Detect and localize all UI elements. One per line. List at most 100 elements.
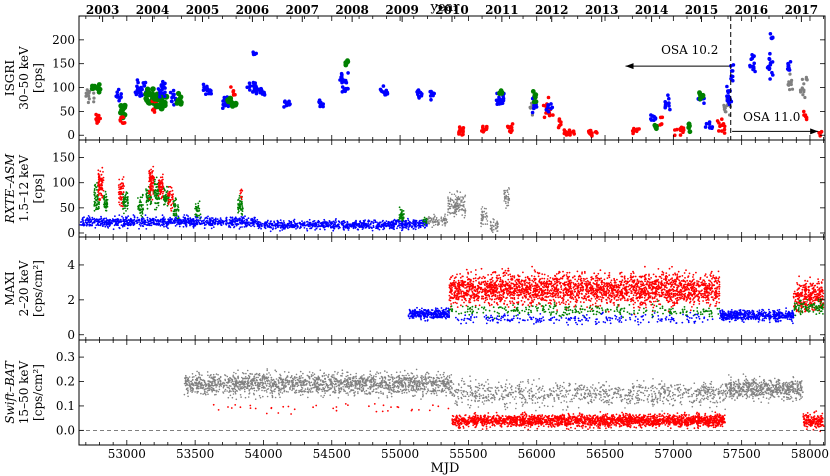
data-point xyxy=(402,217,405,220)
data-point xyxy=(404,223,407,226)
data-point xyxy=(241,210,244,213)
data-point xyxy=(104,203,106,206)
data-point xyxy=(543,277,546,280)
data-point xyxy=(342,224,345,227)
data-point xyxy=(153,183,156,186)
data-point xyxy=(464,212,466,214)
data-point xyxy=(201,88,206,92)
data-point xyxy=(147,192,150,195)
data-point xyxy=(102,176,105,179)
data-point xyxy=(422,222,425,225)
data-point xyxy=(405,227,408,229)
data-point xyxy=(419,225,422,228)
data-point xyxy=(149,186,151,188)
data-point xyxy=(718,298,720,300)
data-point xyxy=(254,84,258,88)
year-tick-label: 2015 xyxy=(685,3,718,17)
data-point xyxy=(161,180,163,183)
data-point xyxy=(321,222,323,225)
data-point xyxy=(427,313,430,315)
data-point xyxy=(94,196,97,199)
data-point xyxy=(453,193,456,196)
isgri-frame xyxy=(78,15,826,141)
data-point xyxy=(667,101,671,105)
data-point xyxy=(244,222,247,225)
data-point xyxy=(449,207,452,210)
data-point xyxy=(283,223,286,226)
data-point xyxy=(119,92,123,96)
data-point xyxy=(381,220,384,223)
data-point xyxy=(415,222,417,225)
data-point xyxy=(449,199,452,201)
data-point xyxy=(493,298,496,301)
data-point xyxy=(199,222,202,225)
data-point xyxy=(164,194,167,197)
data-point xyxy=(668,274,671,276)
data-point xyxy=(382,222,385,225)
data-point xyxy=(143,221,146,224)
data-point xyxy=(372,226,375,229)
data-point xyxy=(90,219,93,222)
data-point xyxy=(408,224,411,227)
data-point xyxy=(530,89,536,94)
data-point xyxy=(139,221,142,224)
data-point xyxy=(288,220,290,222)
data-point xyxy=(118,197,120,199)
data-point xyxy=(510,282,513,285)
data-point xyxy=(250,225,252,228)
data-point xyxy=(86,100,90,105)
data-point xyxy=(281,222,284,225)
data-point xyxy=(97,117,101,121)
data-point xyxy=(444,223,447,225)
data-point xyxy=(197,214,200,217)
data-point xyxy=(92,91,96,95)
data-point xyxy=(182,225,185,228)
data-point xyxy=(100,187,103,190)
data-point xyxy=(158,197,161,200)
data-point xyxy=(94,186,97,188)
data-point xyxy=(285,226,288,228)
data-point xyxy=(154,193,156,196)
data-point xyxy=(104,206,107,209)
data-point xyxy=(472,280,475,283)
data-point xyxy=(550,105,555,110)
data-point xyxy=(161,188,164,191)
data-point xyxy=(427,217,429,219)
data-point xyxy=(133,223,136,226)
data-point xyxy=(95,220,98,223)
data-point xyxy=(431,226,434,228)
data-point xyxy=(451,205,453,207)
data-point xyxy=(91,84,97,90)
data-point xyxy=(639,280,642,283)
data-point xyxy=(357,223,360,225)
data-point xyxy=(433,224,435,227)
data-point xyxy=(412,221,415,223)
data-point xyxy=(446,221,448,223)
data-point xyxy=(147,220,150,223)
data-point xyxy=(247,81,252,85)
data-point xyxy=(116,218,119,220)
data-point xyxy=(169,190,172,193)
top-year-axis: 2003 2004 2005 2006 2007 2008 2009 2010 2011 2012… xyxy=(86,3,818,22)
data-point xyxy=(632,296,634,299)
data-point xyxy=(432,217,435,219)
data-point xyxy=(394,219,397,222)
data-point xyxy=(463,216,466,219)
data-point xyxy=(503,193,505,195)
data-point xyxy=(189,219,192,222)
data-point xyxy=(687,275,690,277)
data-point xyxy=(125,199,128,201)
data-point xyxy=(377,227,379,230)
data-point xyxy=(222,221,225,224)
data-point xyxy=(340,80,344,85)
data-point xyxy=(93,184,96,187)
data-point xyxy=(418,308,421,311)
data-point xyxy=(332,220,335,223)
data-point xyxy=(361,222,363,224)
data-point xyxy=(183,222,186,225)
data-point xyxy=(430,217,432,220)
data-point xyxy=(457,198,459,200)
data-point xyxy=(233,92,237,97)
data-point xyxy=(229,226,232,229)
data-point xyxy=(493,228,495,231)
